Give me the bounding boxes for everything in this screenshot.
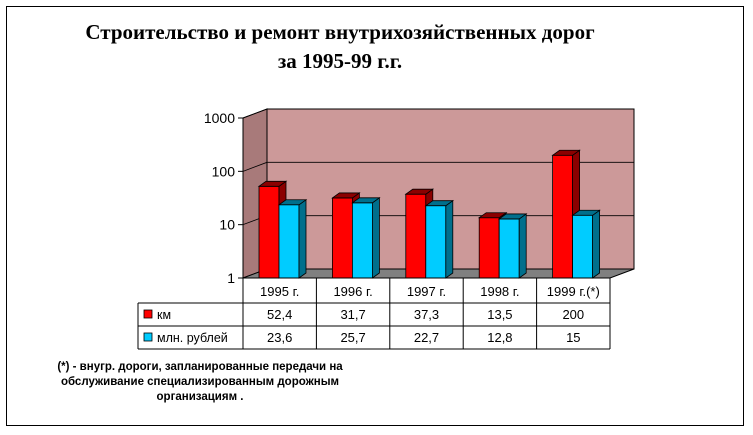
bar-top [497, 213, 528, 220]
bar-side [298, 199, 307, 279]
bar-front-km [552, 154, 573, 279]
data-label: 13,5 [487, 307, 512, 322]
gridline [242, 161, 634, 172]
gridline [242, 108, 634, 119]
bar-top [257, 180, 288, 187]
bar-front-km [405, 193, 427, 279]
x-category-label: 1997 г. [407, 284, 446, 299]
x-category-label: 1996 г. [333, 284, 372, 299]
data-label: 31,7 [340, 307, 365, 322]
bar-top [404, 188, 435, 195]
legend-label: км [157, 308, 171, 322]
legend-key-km [143, 309, 153, 319]
y-tick-label: 100 [212, 163, 236, 179]
data-label: 15 [566, 330, 580, 345]
chart-title-line-1: Строительство и ремонт внутрихозяйственн… [85, 20, 595, 44]
data-label: 12,8 [487, 330, 512, 345]
bar-top [477, 212, 508, 219]
x-category-label: 1999 г.(*) [547, 284, 600, 299]
bar-front-km [258, 185, 280, 279]
bar-front-km [331, 197, 353, 279]
data-label: 37,3 [414, 307, 439, 322]
data-label: 23,6 [267, 330, 292, 345]
y-tick-label: 1000 [204, 110, 235, 126]
legend-key-rub [143, 332, 153, 342]
data-label: 25,7 [340, 330, 365, 345]
bar-front-rub [351, 202, 373, 279]
footnote: (*) - внугр. дороги, запланированные пер… [30, 360, 370, 405]
bar-top [351, 197, 381, 204]
chart-title-line-2: за 1995-99 г.г. [277, 49, 403, 73]
chart-title: Строительство и ремонт внутрихозяйственн… [40, 18, 640, 76]
y-tick-label: 1 [227, 270, 235, 286]
bar-side [371, 197, 380, 279]
footnote-line-1: (*) - внугр. дороги, запланированные пер… [57, 361, 343, 373]
bar-top [551, 149, 581, 156]
y-tick-label: 10 [219, 217, 235, 233]
bar-front-rub [425, 205, 447, 279]
footnote-line-2: обслуживание специализированным дорожным [60, 376, 340, 388]
data-label: 22,7 [414, 330, 439, 345]
bar-front-rub [278, 204, 300, 279]
bar-side [518, 213, 527, 279]
bar-top [331, 192, 361, 199]
bar-front-km [478, 217, 500, 279]
data-label: 200 [562, 307, 584, 322]
x-category-label: 1998 г. [480, 284, 519, 299]
footnote-line-3: организациям . [156, 391, 244, 403]
bar-front-rub [572, 214, 593, 279]
bar-front-rub [498, 218, 520, 279]
data-label: 52,4 [267, 307, 292, 322]
bar-top [571, 209, 601, 216]
bar-side [445, 199, 454, 279]
legend-label: млн. рублей [157, 331, 228, 345]
bar-top [277, 199, 308, 206]
bar-side [592, 209, 600, 279]
bar-top [424, 200, 455, 207]
x-category-label: 1995 г. [260, 284, 299, 299]
